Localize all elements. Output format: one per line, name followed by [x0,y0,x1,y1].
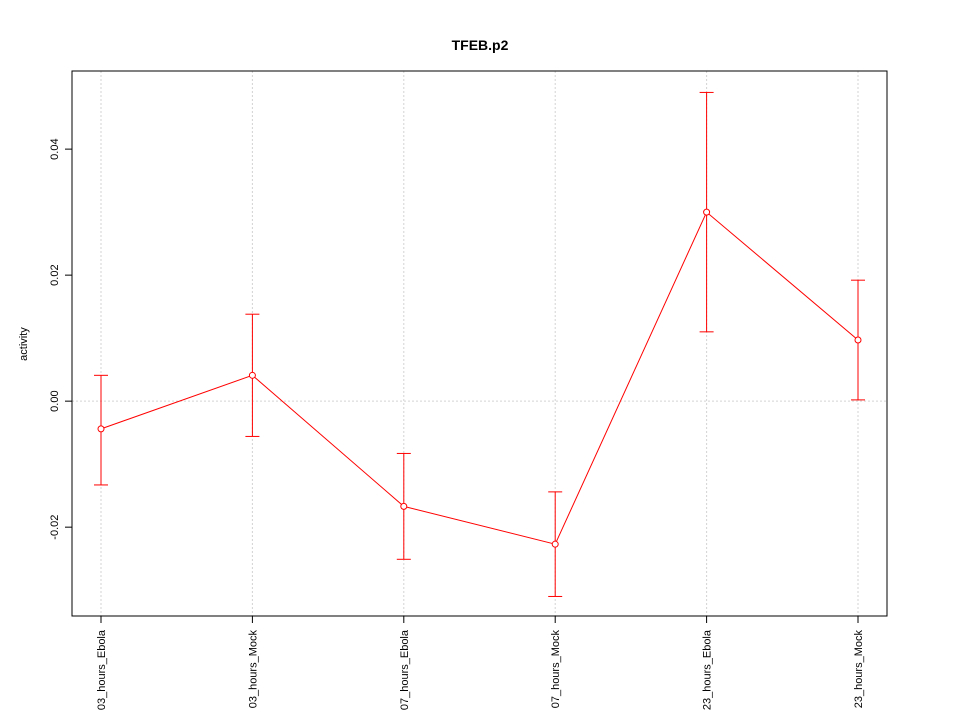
y-tick-label: 0.00 [49,390,61,411]
data-point [854,336,862,344]
x-tick-label: 07_hours_Ebola [399,629,411,710]
x-tick-label: 03_hours_Ebola [96,629,108,710]
grid [72,71,887,616]
data-point [703,208,711,216]
axes: -0.02 0.00 0.02 0.04 03_hours_Ebola 03_hours_… [49,138,865,710]
x-tick-label: 23_hours_Mock [853,630,865,709]
x-tick-label: 23_hours_Ebola [702,629,714,710]
y-tick-label: -0.02 [49,515,61,540]
y-tick-label: 0.04 [49,138,61,159]
data-point [400,502,408,510]
y-tick-label: 0.02 [49,264,61,285]
series-line [100,211,859,545]
plot-frame [71,70,888,617]
data-point [551,540,559,548]
y-axis-label: activity [18,327,30,361]
x-tick-label: 03_hours_Mock [247,630,259,709]
data-point [248,371,256,379]
x-tick-label: 07_hours_Mock [550,630,562,709]
chart-title: TFEB.p2 [452,37,509,53]
data-point [97,425,105,433]
marks [94,91,865,597]
